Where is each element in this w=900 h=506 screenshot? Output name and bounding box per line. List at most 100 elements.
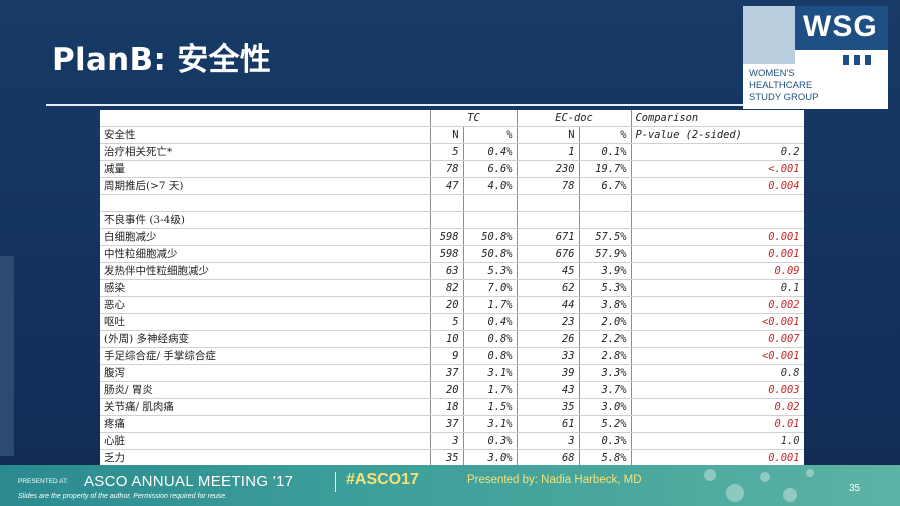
- table-row: 中性粒细胞减少 598 50.8% 676 57.9% 0.001: [100, 245, 804, 263]
- ec-n-cell: 671: [517, 228, 580, 246]
- tc-pct-cell: 0.8%: [463, 330, 518, 348]
- p-value-cell: [631, 211, 804, 229]
- tc-n-cell: 63: [430, 262, 464, 280]
- tc-n-cell: [430, 194, 464, 212]
- tc-pct-cell: 4.0%: [463, 177, 518, 195]
- tc-n-cell: [430, 211, 464, 229]
- p-value-cell: 0.09: [631, 262, 804, 280]
- page-number: 35: [849, 483, 861, 494]
- table-row: 手足综合症/ 手掌综合症 9 0.8% 33 2.8% <0.001: [100, 347, 804, 365]
- tc-pct-cell: 50.8%: [463, 228, 518, 246]
- logo-line2: HEALTHCARE: [749, 80, 813, 91]
- logo-light-block: [743, 6, 795, 64]
- tc-pct-cell: 0.3%: [463, 432, 518, 450]
- tc-n-cell: 35: [430, 449, 464, 467]
- ec-n-cell: 26: [517, 330, 580, 348]
- table-row: 治疗相关死亡* 5 0.4% 1 0.1% 0.2: [100, 143, 804, 161]
- tc-pct-cell: 6.6%: [463, 160, 518, 178]
- table-row: 不良事件 (3-4级): [100, 211, 804, 229]
- sub-header-ec-n: N: [517, 126, 580, 144]
- ec-pct-cell: 5.3%: [579, 279, 632, 297]
- tc-n-cell: 20: [430, 296, 464, 314]
- ec-pct-cell: 3.0%: [579, 398, 632, 416]
- row-label: 肠炎/ 胃炎: [100, 381, 431, 399]
- p-value-cell: 0.002: [631, 296, 804, 314]
- tc-pct-cell: 0.4%: [463, 313, 518, 331]
- tc-n-cell: 10: [430, 330, 464, 348]
- p-value-cell: 0.02: [631, 398, 804, 416]
- table-row: 关节痛/ 肌肉痛 18 1.5% 35 3.0% 0.02: [100, 398, 804, 416]
- footer-separator: [335, 472, 336, 492]
- tc-n-cell: 598: [430, 228, 464, 246]
- table-row: 周期推后(>7 天) 47 4.0% 78 6.7% 0.004: [100, 177, 804, 195]
- tc-n-cell: 78: [430, 160, 464, 178]
- ec-n-cell: 1: [517, 143, 580, 161]
- table-row: (外周) 多神经病变 10 0.8% 26 2.2% 0.007: [100, 330, 804, 348]
- table-row: 减量 78 6.6% 230 19.7% <.001: [100, 160, 804, 178]
- tc-pct-cell: 1.7%: [463, 296, 518, 314]
- wsg-logo: WSG WOMEN'S HEALTHCARE STUDY GROUP: [743, 6, 888, 109]
- table-row: 感染 82 7.0% 62 5.3% 0.1: [100, 279, 804, 297]
- tc-n-cell: 3: [430, 432, 464, 450]
- row-label: 心脏: [100, 432, 431, 450]
- tc-pct-cell: [463, 194, 518, 212]
- tc-pct-cell: [463, 211, 518, 229]
- footer-disclaimer: Slides are the property of the author. P…: [18, 493, 228, 500]
- tc-n-cell: 47: [430, 177, 464, 195]
- tc-n-cell: 5: [430, 313, 464, 331]
- ec-n-cell: 78: [517, 177, 580, 195]
- tc-n-cell: 5: [430, 143, 464, 161]
- row-label: 发热伴中性粒细胞减少: [100, 262, 431, 280]
- table-row: 呕吐 5 0.4% 23 2.0% <0.001: [100, 313, 804, 331]
- footer-presenter: Presented by: Nadia Harbeck, MD: [467, 474, 642, 486]
- ec-pct-cell: [579, 194, 632, 212]
- p-value-cell: 0.007: [631, 330, 804, 348]
- ec-pct-cell: 0.3%: [579, 432, 632, 450]
- ec-pct-cell: 3.8%: [579, 296, 632, 314]
- row-label: 手足综合症/ 手掌综合症: [100, 347, 431, 365]
- tc-n-cell: 18: [430, 398, 464, 416]
- safety-table: TC EC-doc Comparison 安全性 N % N % P-value…: [100, 110, 804, 467]
- ec-n-cell: 62: [517, 279, 580, 297]
- footer-hashtag: #ASCO17: [346, 471, 419, 488]
- ec-pct-cell: 19.7%: [579, 160, 632, 178]
- ec-n-cell: 35: [517, 398, 580, 416]
- table-row: 疼痛 37 3.1% 61 5.2% 0.01: [100, 415, 804, 433]
- group-header-ec-doc: EC-doc: [517, 110, 632, 127]
- sub-header-tc-n: N: [430, 126, 464, 144]
- p-value-cell: 0.01: [631, 415, 804, 433]
- p-value-cell: 0.001: [631, 245, 804, 263]
- ec-n-cell: 3: [517, 432, 580, 450]
- row-label: 不良事件 (3-4级): [100, 211, 431, 229]
- table-row: 白细胞减少 598 50.8% 671 57.5% 0.001: [100, 228, 804, 246]
- ec-pct-cell: 2.2%: [579, 330, 632, 348]
- ec-n-cell: 676: [517, 245, 580, 263]
- logo-text: WOMEN'S HEALTHCARE STUDY GROUP: [749, 68, 819, 104]
- table-row: 心脏 3 0.3% 3 0.3% 1.0: [100, 432, 804, 450]
- sub-header-row: 安全性 N % N % P-value (2-sided): [100, 126, 804, 144]
- ec-n-cell: 23: [517, 313, 580, 331]
- table-row: 腹泻 37 3.1% 39 3.3% 0.8: [100, 364, 804, 382]
- table-row: 发热伴中性粒细胞减少 63 5.3% 45 3.9% 0.09: [100, 262, 804, 280]
- table-row: 恶心 20 1.7% 44 3.8% 0.002: [100, 296, 804, 314]
- title-underline: [46, 104, 806, 106]
- logo-line3: STUDY GROUP: [749, 92, 819, 103]
- row-label: 白细胞减少: [100, 228, 431, 246]
- logo-line1: WOMEN'S: [749, 68, 795, 79]
- p-value-cell: <0.001: [631, 313, 804, 331]
- footer-meeting-name: ASCO ANNUAL MEETING '17: [84, 473, 294, 490]
- ec-pct-cell: 3.7%: [579, 381, 632, 399]
- footer-bar: PRESENTED AT: ASCO ANNUAL MEETING '17 #A…: [0, 465, 900, 506]
- ec-pct-cell: [579, 211, 632, 229]
- tc-pct-cell: 7.0%: [463, 279, 518, 297]
- p-value-cell: <.001: [631, 160, 804, 178]
- footer-presented-at: PRESENTED AT:: [18, 478, 69, 485]
- p-value-cell: 0.2: [631, 143, 804, 161]
- tc-pct-cell: 50.8%: [463, 245, 518, 263]
- table-row: 肠炎/ 胃炎 20 1.7% 43 3.7% 0.003: [100, 381, 804, 399]
- tc-n-cell: 37: [430, 415, 464, 433]
- group-header-row: TC EC-doc Comparison: [100, 110, 804, 127]
- row-label: 周期推后(>7 天): [100, 177, 431, 195]
- p-value-cell: 0.8: [631, 364, 804, 382]
